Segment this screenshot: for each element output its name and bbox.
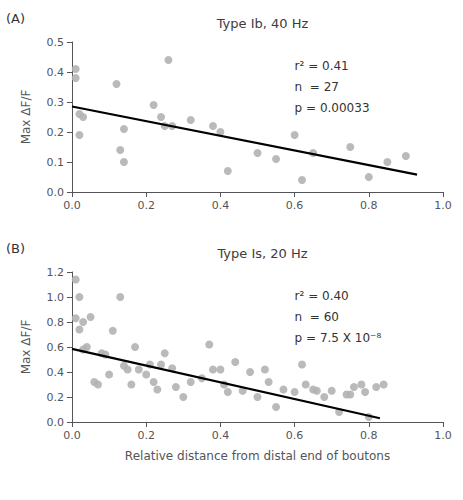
svg-text:0.4: 0.4 (47, 366, 65, 379)
svg-text:0.5: 0.5 (47, 36, 65, 49)
svg-text:0.6: 0.6 (286, 429, 304, 442)
svg-text:0.2: 0.2 (137, 199, 155, 212)
svg-text:(A): (A) (6, 11, 25, 26)
svg-text:n = 27: n = 27 (295, 80, 339, 94)
svg-text:0.4: 0.4 (47, 66, 65, 79)
svg-text:0.6: 0.6 (47, 341, 65, 354)
svg-text:0.2: 0.2 (47, 391, 65, 404)
svg-text:0.1: 0.1 (47, 156, 65, 169)
svg-text:1.0: 1.0 (47, 291, 65, 304)
svg-text:0.2: 0.2 (47, 126, 65, 139)
svg-text:(B): (B) (6, 241, 25, 256)
svg-text:p = 7.5 X 10⁻⁸: p = 7.5 X 10⁻⁸ (295, 331, 382, 345)
svg-text:0.0: 0.0 (63, 199, 81, 212)
svg-text:n = 60: n = 60 (295, 310, 339, 324)
svg-text:0.6: 0.6 (286, 199, 304, 212)
svg-text:0.4: 0.4 (212, 429, 230, 442)
svg-text:Relative distance from distal: Relative distance from distal end of bou… (125, 449, 390, 463)
svg-text:Type Is, 20 Hz: Type Is, 20 Hz (216, 246, 307, 261)
svg-text:0.2: 0.2 (137, 429, 155, 442)
svg-text:Max ΔF/F: Max ΔF/F (19, 320, 33, 375)
svg-text:r² = 0.40: r² = 0.40 (295, 289, 349, 303)
svg-text:1.0: 1.0 (434, 429, 452, 442)
svg-text:1.0: 1.0 (434, 199, 452, 212)
svg-text:0.0: 0.0 (47, 186, 65, 199)
svg-text:0.4: 0.4 (212, 199, 230, 212)
svg-text:p = 0.00033: p = 0.00033 (295, 101, 370, 115)
svg-text:Max ΔF/F: Max ΔF/F (19, 90, 33, 145)
svg-text:0.8: 0.8 (360, 199, 378, 212)
svg-text:Type Ib, 40 Hz: Type Ib, 40 Hz (216, 16, 309, 31)
svg-text:0.8: 0.8 (360, 429, 378, 442)
svg-text:0.8: 0.8 (47, 316, 65, 329)
svg-text:0.0: 0.0 (63, 429, 81, 442)
svg-text:0.3: 0.3 (47, 96, 65, 109)
svg-text:1.2: 1.2 (47, 266, 65, 279)
svg-text:r² = 0.41: r² = 0.41 (295, 59, 349, 73)
svg-text:0.0: 0.0 (47, 416, 65, 429)
